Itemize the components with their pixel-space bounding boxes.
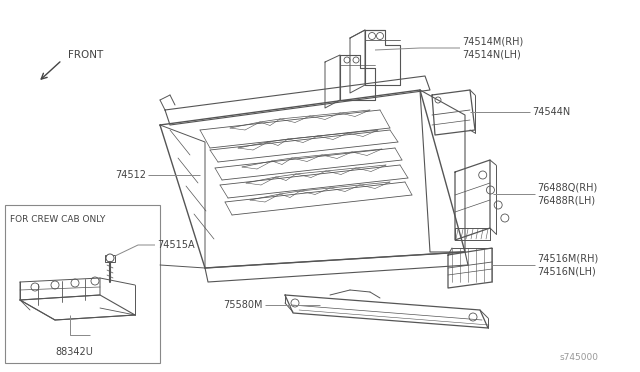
- Circle shape: [469, 313, 477, 321]
- FancyBboxPatch shape: [5, 205, 160, 363]
- Text: 75580M: 75580M: [223, 300, 263, 310]
- Text: 74514M(RH)
74514N(LH): 74514M(RH) 74514N(LH): [462, 37, 524, 59]
- Circle shape: [435, 97, 441, 103]
- Circle shape: [106, 254, 114, 262]
- Text: FOR CREW CAB ONLY: FOR CREW CAB ONLY: [10, 215, 106, 224]
- Circle shape: [91, 277, 99, 285]
- Circle shape: [344, 57, 350, 63]
- Circle shape: [494, 201, 502, 209]
- Polygon shape: [105, 255, 115, 262]
- Circle shape: [31, 283, 39, 291]
- Text: 74512: 74512: [115, 170, 146, 180]
- Text: 74544N: 74544N: [532, 107, 570, 117]
- Text: FRONT: FRONT: [68, 50, 103, 60]
- Text: s745000: s745000: [560, 353, 599, 362]
- Circle shape: [376, 32, 383, 39]
- Text: 74515A: 74515A: [157, 240, 195, 250]
- Text: 76488Q(RH)
76488R(LH): 76488Q(RH) 76488R(LH): [537, 183, 597, 205]
- Circle shape: [479, 171, 487, 179]
- Circle shape: [71, 279, 79, 287]
- Circle shape: [51, 281, 59, 289]
- Circle shape: [486, 186, 495, 194]
- Circle shape: [353, 57, 359, 63]
- Circle shape: [369, 32, 376, 39]
- Text: 74516M(RH)
74516N(LH): 74516M(RH) 74516N(LH): [537, 254, 598, 276]
- Text: 88342U: 88342U: [55, 347, 93, 357]
- Circle shape: [501, 214, 509, 222]
- Circle shape: [291, 299, 299, 307]
